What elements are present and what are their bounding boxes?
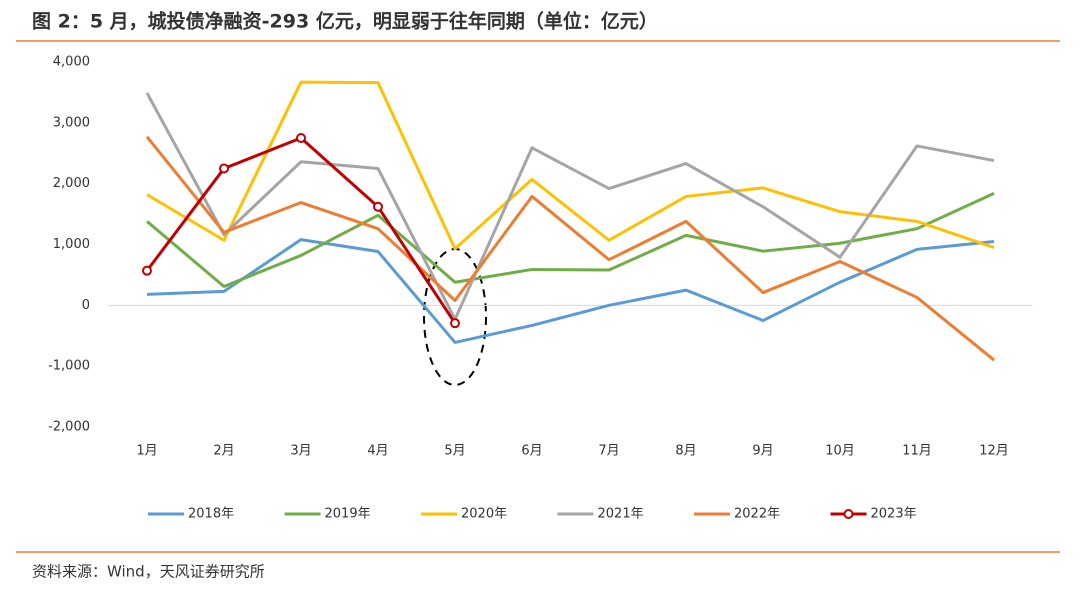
- legend-label: 2022年: [734, 507, 780, 522]
- series-marker: [373, 201, 383, 212]
- series-marker: [450, 318, 460, 329]
- x-tick-label: 4月: [367, 444, 388, 459]
- x-tick-label: 12月: [979, 444, 1009, 459]
- x-tick-label: 1月: [136, 444, 157, 459]
- x-tick-label: 6月: [521, 444, 542, 459]
- x-tick-label: 9月: [752, 444, 773, 459]
- legend-label: 2019年: [325, 507, 371, 522]
- series-marker: [219, 163, 229, 174]
- y-tick-label: -1,000: [48, 359, 90, 374]
- y-tick-label: 1,000: [53, 237, 90, 252]
- x-tick-label: 8月: [675, 444, 696, 459]
- x-tick-label: 2月: [213, 444, 234, 459]
- y-tick-label: 0: [82, 298, 90, 313]
- legend-label: 2018年: [188, 507, 234, 522]
- x-tick-label: 3月: [290, 444, 311, 459]
- series-line: [145, 92, 995, 321]
- y-tick-label: 2,000: [53, 176, 90, 191]
- x-tick-label: 7月: [598, 444, 619, 459]
- series-line: [145, 135, 995, 362]
- y-tick-label: -2,000: [48, 420, 90, 435]
- legend-label: 2023年: [871, 507, 917, 522]
- legend-label: 2021年: [598, 507, 644, 522]
- legend-marker: [843, 509, 854, 519]
- x-tick-label: 11月: [902, 444, 932, 459]
- chart-title: 图 2：5 月，城投债净融资-293 亿元，明显弱于往年同期（单位：亿元）: [32, 10, 658, 33]
- series-line: [146, 238, 995, 344]
- series-marker: [296, 133, 306, 144]
- legend-label: 2020年: [461, 507, 507, 522]
- source: 资料来源：Wind，天风证券研究所: [32, 563, 265, 581]
- y-tick-label: 3,000: [53, 115, 90, 130]
- series-marker: [142, 265, 152, 276]
- x-tick-label: 10月: [825, 444, 855, 459]
- x-tick-label: 5月: [444, 444, 465, 459]
- y-tick-label: 4,000: [53, 55, 90, 70]
- series-line: [146, 80, 995, 251]
